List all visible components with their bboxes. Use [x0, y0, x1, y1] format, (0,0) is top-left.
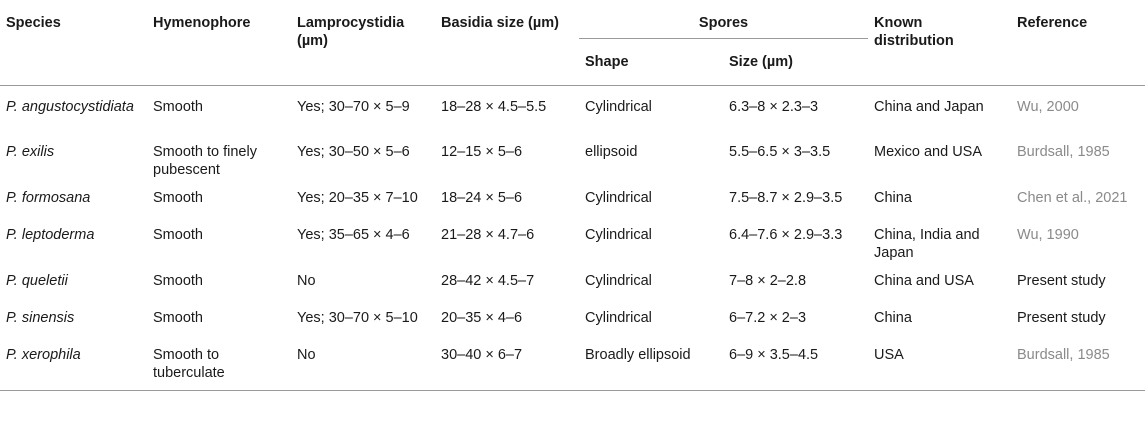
cell-spore-shape: ellipsoid — [585, 143, 638, 160]
cell-reference[interactable]: Wu, 1990 — [1017, 226, 1079, 243]
cell-known-distribution: China — [874, 309, 912, 326]
table-row: P. formosana Smooth Yes; 20–35 × 7–10 18–24… — [0, 179, 1145, 216]
cell-spore-size: 7.5–8.7 × 2.9–3.5 — [729, 189, 843, 206]
cell-reference: Present study — [1017, 309, 1106, 326]
cell-hymenophore: Smooth — [153, 226, 203, 243]
cell-spore-size: 6.4–7.6 × 2.9–3.3 — [729, 226, 843, 243]
cell-species: P. leptoderma — [6, 226, 95, 243]
header-hymenophore: Hymenophore — [147, 0, 291, 86]
cell-reference[interactable]: Chen et al., 2021 — [1017, 189, 1128, 206]
cell-spore-shape: Cylindrical — [585, 226, 652, 243]
table-row: P. exilis Smooth to finely pubescent Yes; … — [0, 133, 1145, 179]
cell-lamprocystidia: No — [291, 335, 435, 391]
cell-species: P. exilis — [6, 143, 55, 160]
cell-spore-size: 6–7.2 × 2–3 — [729, 309, 807, 326]
cell-spore-size: 7–8 × 2–2.8 — [729, 272, 807, 289]
cell-species: P. queletii — [6, 272, 68, 289]
header-species: Species — [0, 0, 147, 86]
cell-known-distribution: China, India and Japan — [874, 226, 980, 261]
cell-lamprocystidia: No — [297, 272, 316, 289]
cell-hymenophore: Smooth — [153, 309, 203, 326]
cell-spore-shape: Cylindrical — [585, 272, 652, 289]
cell-known-distribution: China and USA — [874, 272, 974, 289]
header-spore-shape: Shape — [579, 38, 723, 86]
cell-lamprocystidia: Yes; 35–65 × 4–6 — [297, 226, 410, 243]
cell-known-distribution: USA — [868, 335, 1012, 391]
cell-species: P. sinensis — [6, 309, 75, 326]
cell-basidia-size: 21–28 × 4.7–6 — [441, 226, 535, 243]
header-spores: Spores — [579, 0, 869, 39]
table-row: P. xerophila Smooth to tuberculate No 30–40… — [0, 335, 1145, 391]
cell-reference[interactable]: Burdsall, 1985 — [1017, 143, 1110, 160]
cell-spore-shape: Broadly ellipsoid — [579, 335, 723, 391]
cell-spore-size: 5.5–6.5 × 3–3.5 — [729, 143, 831, 160]
cell-known-distribution: China — [874, 189, 912, 206]
header-spore-size: Size (µm) — [723, 38, 869, 86]
cell-lamprocystidia: Yes; 30–70 × 5–9 — [297, 99, 410, 115]
cell-basidia-size: 12–15 × 5–6 — [441, 143, 523, 160]
cell-species: P. formosana — [6, 189, 91, 206]
cell-hymenophore: Smooth to finely pubescent — [153, 143, 257, 178]
cell-hymenophore: Smooth — [153, 272, 203, 289]
header-known-distribution: Known distribution — [868, 0, 1012, 86]
cell-lamprocystidia: Yes; 20–35 × 7–10 — [297, 189, 418, 206]
header-lamprocystidia: Lamprocystidia (µm) — [291, 0, 435, 86]
species-comparison-table: Species Hymenophore Lamprocystidia (µm) … — [0, 0, 1145, 391]
table-row: P. sinensis Smooth Yes; 30–70 × 5–10 20–35 … — [0, 299, 1145, 336]
cell-species: P. angustocystidiata — [6, 99, 134, 115]
cell-known-distribution: China and Japan — [874, 99, 984, 115]
cell-spore-size: 6–9 × 3.5–4.5 — [723, 335, 869, 391]
table-row: P. leptoderma Smooth Yes; 35–65 × 4–6 21–28… — [0, 216, 1145, 262]
cell-basidia-size: 30–40 × 6–7 — [435, 335, 579, 391]
cell-spore-size: 6.3–8 × 2.3–3 — [729, 99, 819, 115]
table-row: P. queletii Smooth No 28–42 × 4.5–7 Cylindri… — [0, 262, 1145, 299]
table-row: P. angustocystidiata Smooth Yes; 30–70 × 5… — [0, 86, 1145, 133]
cell-spore-shape: Cylindrical — [585, 99, 652, 115]
table-header: Species Hymenophore Lamprocystidia (µm) … — [0, 0, 1145, 86]
header-basidia-size: Basidia size (µm) — [435, 0, 579, 86]
cell-spore-shape: Cylindrical — [585, 189, 652, 206]
cell-basidia-size: 20–35 × 4–6 — [441, 309, 523, 326]
cell-hymenophore: Smooth — [153, 189, 203, 206]
cell-spore-shape: Cylindrical — [585, 309, 652, 326]
cell-hymenophore: Smooth — [153, 99, 203, 115]
cell-hymenophore: Smooth to tuberculate — [147, 335, 291, 391]
cell-reference[interactable]: Wu, 2000 — [1017, 99, 1079, 115]
cell-basidia-size: 18–28 × 4.5–5.5 — [441, 99, 547, 115]
cell-basidia-size: 28–42 × 4.5–7 — [441, 272, 535, 289]
cell-species: P. xerophila — [0, 335, 147, 391]
cell-known-distribution: Mexico and USA — [874, 143, 983, 160]
cell-lamprocystidia: Yes; 30–70 × 5–10 — [297, 309, 418, 326]
cell-reference: Present study — [1017, 272, 1106, 289]
table-body: P. angustocystidiata Smooth Yes; 30–70 × 5… — [0, 86, 1145, 391]
cell-lamprocystidia: Yes; 30–50 × 5–6 — [297, 143, 410, 160]
cell-reference[interactable]: Burdsall, 1985 — [1011, 335, 1145, 391]
header-reference: Reference — [1011, 0, 1145, 86]
cell-basidia-size: 18–24 × 5–6 — [441, 189, 523, 206]
